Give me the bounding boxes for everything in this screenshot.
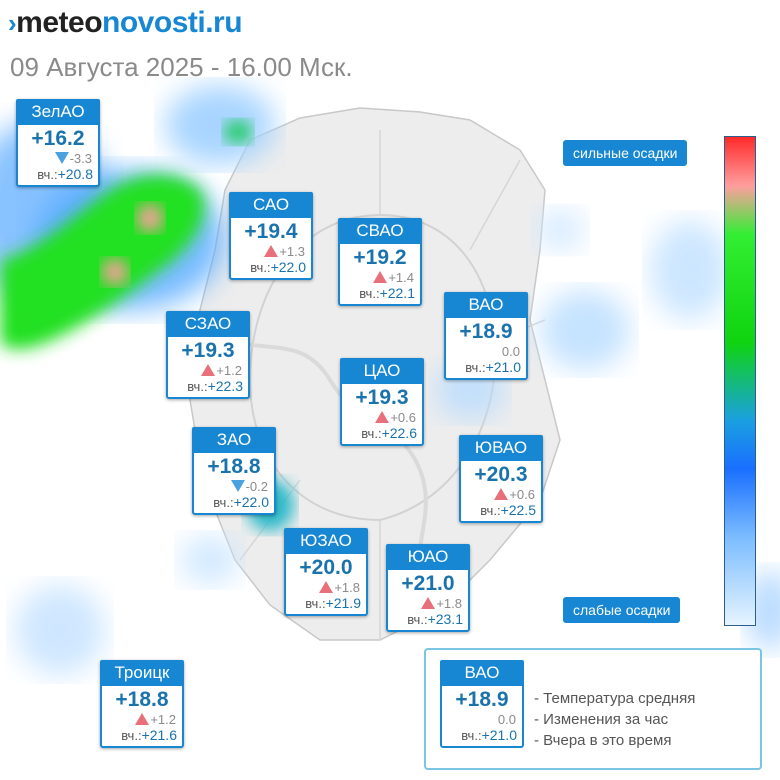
- district-card-zelao: ЗелАО +16.2 -3.3 вч.:+20.8: [16, 99, 100, 187]
- district-yesterday: +21.6: [141, 727, 177, 743]
- logo-mark-icon: ›: [8, 8, 17, 38]
- trend-up-icon: [135, 713, 150, 725]
- district-yesterday: +23.1: [427, 611, 463, 627]
- district-card-szao: СЗАО +19.3 +1.2 вч.:+22.3: [166, 311, 250, 399]
- district-temp: +20.3: [474, 463, 528, 486]
- district-temp: +19.4: [244, 220, 298, 243]
- district-card-sao: САО +19.4 +1.3 вч.:+22.0: [229, 192, 313, 280]
- district-temp: +20.0: [299, 556, 353, 579]
- legend-line-change: - Изменения за час: [534, 711, 669, 728]
- trend-up-icon: [319, 581, 334, 593]
- district-card-svao: СВАО +19.2 +1.4 вч.:+22.1: [338, 218, 422, 306]
- district-name: Троицк: [100, 660, 184, 686]
- legend-descriptions: - Температура средняя - Изменения за час…: [534, 688, 695, 751]
- district-yesterday: +22.6: [381, 425, 417, 441]
- district-change: +1.8: [436, 596, 462, 611]
- district-yesterday: +21.0: [485, 359, 521, 375]
- district-name: СВАО: [338, 218, 422, 244]
- precipitation-layer: [0, 85, 780, 675]
- district-name: ЗелАО: [16, 99, 100, 125]
- district-temp: +19.3: [181, 339, 235, 362]
- district-yesterday: +21.0: [481, 727, 517, 743]
- district-change: 0.0: [497, 712, 516, 727]
- district-yesterday: +20.8: [57, 166, 93, 182]
- trend-up-icon: [421, 597, 436, 609]
- district-change: +1.4: [388, 270, 414, 285]
- district-change: +1.3: [279, 244, 305, 259]
- district-temp: +18.8: [115, 688, 169, 711]
- legend-line-yesterday: - Вчера в это время: [534, 732, 672, 749]
- district-change: -0.2: [245, 479, 268, 494]
- site-logo: ›meteonovosti.ru: [8, 6, 243, 39]
- district-yesterday: +22.5: [500, 502, 536, 518]
- district-temp: +18.9: [459, 320, 513, 343]
- district-change: +0.6: [509, 487, 535, 502]
- district-card-zao: ЗАО +18.8 -0.2 вч.:+22.0: [192, 427, 276, 515]
- forecast-datetime: 09 Августа 2025 - 16.00 Мск.: [10, 52, 353, 82]
- district-yesterday: +22.1: [379, 285, 415, 301]
- district-change: 0.0: [501, 344, 520, 359]
- district-card-cao: ЦАО +19.3 +0.6 вч.:+22.6: [340, 358, 424, 446]
- district-name: ЮЗАО: [284, 528, 368, 554]
- district-name: ВАО: [444, 292, 528, 318]
- district-change: +1.8: [334, 580, 360, 595]
- district-name: СЗАО: [166, 311, 250, 337]
- district-temp: +18.9: [455, 688, 509, 711]
- district-card-yuzao: ЮЗАО +20.0 +1.8 вч.:+21.9: [284, 528, 368, 616]
- district-card-yuvao: ЮВАО +20.3 +0.6 вч.:+22.5: [459, 435, 543, 523]
- district-card-vao: ВАО +18.9 0.0 вч.:+21.0: [444, 292, 528, 380]
- district-name: ЦАО: [340, 358, 424, 384]
- district-yesterday: +22.3: [207, 378, 243, 394]
- district-temp: +19.2: [353, 246, 407, 269]
- trend-up-icon: [375, 411, 390, 423]
- district-yesterday: +22.0: [270, 259, 306, 275]
- district-name: ВАО: [440, 660, 524, 686]
- district-temp: +19.3: [355, 386, 409, 409]
- trend-up-icon: [373, 271, 388, 283]
- district-name: САО: [229, 192, 313, 218]
- district-change: +0.6: [390, 410, 416, 425]
- district-yesterday: +21.9: [325, 595, 361, 611]
- trend-down-icon: [54, 152, 69, 164]
- district-card-troitsk: Троицк +18.8 +1.2 вч.:+21.6: [100, 660, 184, 748]
- district-yesterday: +22.0: [233, 494, 269, 510]
- ring-road: [248, 213, 497, 522]
- district-card-yuao: ЮАО +21.0 +1.8 вч.:+23.1: [386, 544, 470, 632]
- legend-box: ВАО +18.9 0.0 вч.:+21.0 - Температура ср…: [424, 648, 762, 770]
- trend-down-icon: [230, 480, 245, 492]
- trend-up-icon: [264, 245, 279, 257]
- district-temp: +18.8: [207, 455, 261, 478]
- district-temp: +16.2: [31, 127, 85, 150]
- district-name: ЮВАО: [459, 435, 543, 461]
- district-change: +1.2: [150, 712, 176, 727]
- district-name: ЗАО: [192, 427, 276, 453]
- district-temp: +21.0: [401, 572, 455, 595]
- district-name: ЮАО: [386, 544, 470, 570]
- district-change: +1.2: [216, 363, 242, 378]
- scale-label-light: слабые осадки: [563, 597, 681, 623]
- legend-sample-card: ВАО +18.9 0.0 вч.:+21.0: [440, 660, 524, 748]
- scale-label-heavy: сильные осадки: [563, 140, 688, 166]
- trend-up-icon: [494, 488, 509, 500]
- district-change: -3.3: [69, 151, 92, 166]
- precipitation-scale-bar: [724, 136, 756, 626]
- trend-up-icon: [201, 364, 216, 376]
- legend-line-temperature: - Температура средняя: [534, 690, 696, 707]
